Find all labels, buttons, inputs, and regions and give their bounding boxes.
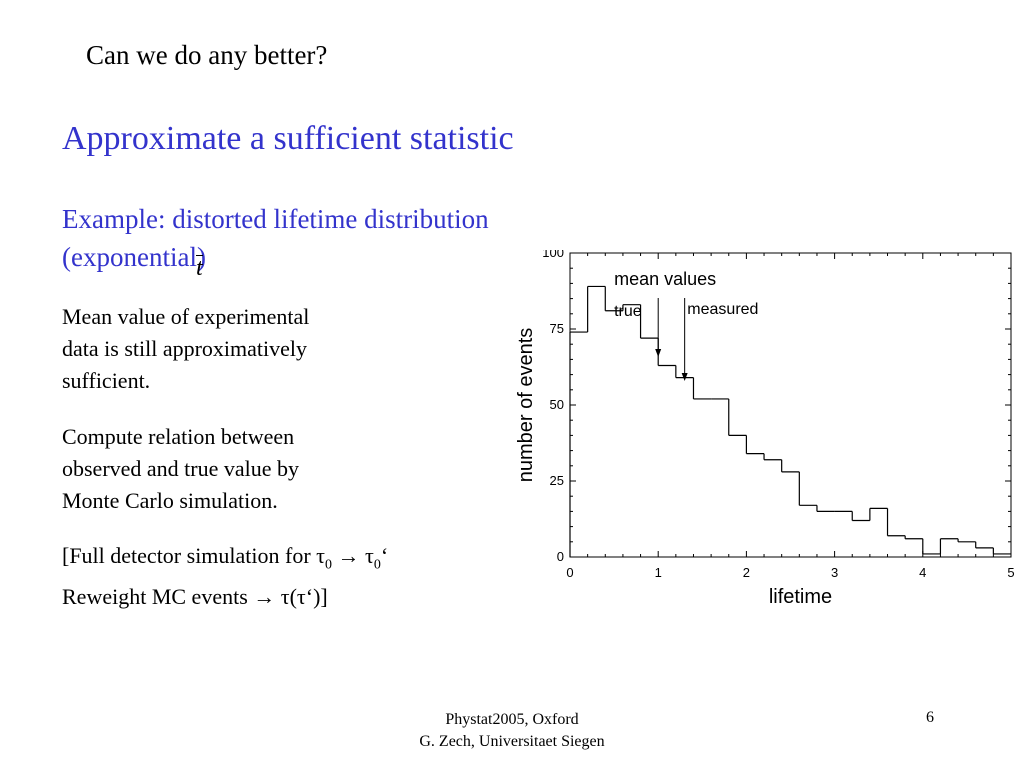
y-axis-label: number of events [515,328,537,483]
x-tick-label: 2 [743,565,750,580]
subheading-line-2: (exponential) [62,242,206,272]
y-tick-label: 100 [542,250,564,260]
paragraph-simulation: [Full detector simulation for τ0 → τ0‘ R… [62,540,388,613]
footer-line-2: G. Zech, Universitaet Siegen [419,733,605,750]
y-tick-label: 25 [550,473,564,488]
y-tick-label: 0 [557,549,564,564]
x-tick-label: 3 [831,565,838,580]
slide-heading: Approximate a sufficient statistic [62,120,514,157]
tau0-subscript: 0 [325,557,333,573]
footer-line-1: Phystat2005, Oxford [445,711,579,728]
true-arrow-head [655,349,662,357]
t-bar-symbol: t [196,255,203,282]
para2-line-3: Monte Carlo simulation. [62,488,278,513]
x-axis-label: lifetime [769,586,832,608]
plot-frame [569,252,1012,558]
paragraph-compute-relation: Compute relation between observed and tr… [62,421,299,517]
page-number: 6 [926,709,934,726]
tau0-symbol: τ [316,543,326,568]
para1-line-1: Mean value of experimental [62,304,310,329]
para3-text-a: [Full detector simulation for [62,543,317,568]
footer: Phystat2005, Oxford G. Zech, Universitae… [0,709,1024,753]
para1-line-3: sufficient. [62,368,151,393]
para3-line-1: [Full detector simulation for τ0 → τ0‘ [62,540,388,581]
mean-values-annotation: mean values [614,269,716,289]
tau0-prime-symbol: τ [365,543,374,568]
paragraph-mean-value: Mean value of experimental data is still… [62,301,309,397]
para1-line-2: data is still approximatively [62,336,308,361]
measured-annotation: measured [687,301,758,318]
t-bar-letter: t [196,255,203,281]
measured-arrow-head [681,373,688,381]
arrow-symbol: → [332,543,366,568]
tau0-prime-subscript: 0 [373,557,381,573]
y-tick-label: 50 [550,397,564,412]
y-tick-label: 75 [550,321,564,336]
prime-mark: ‘ [380,543,389,568]
x-tick-label: 5 [1007,565,1014,580]
subheading-line-1: Example: distorted lifetime distribution [62,204,489,234]
x-tick-label: 0 [566,565,573,580]
slide-question: Can we do any better? [86,40,328,70]
slide-subheading: Example: distorted lifetime distribution… [62,200,622,276]
x-tick-label: 1 [655,565,662,580]
para3-line-2: Reweight MC events → τ(τ‘)] [62,584,328,610]
para2-line-1: Compute relation between [62,424,295,449]
true-annotation: true [614,303,642,320]
x-tick-label: 4 [919,565,926,580]
para2-line-2: observed and true value by [62,456,300,481]
